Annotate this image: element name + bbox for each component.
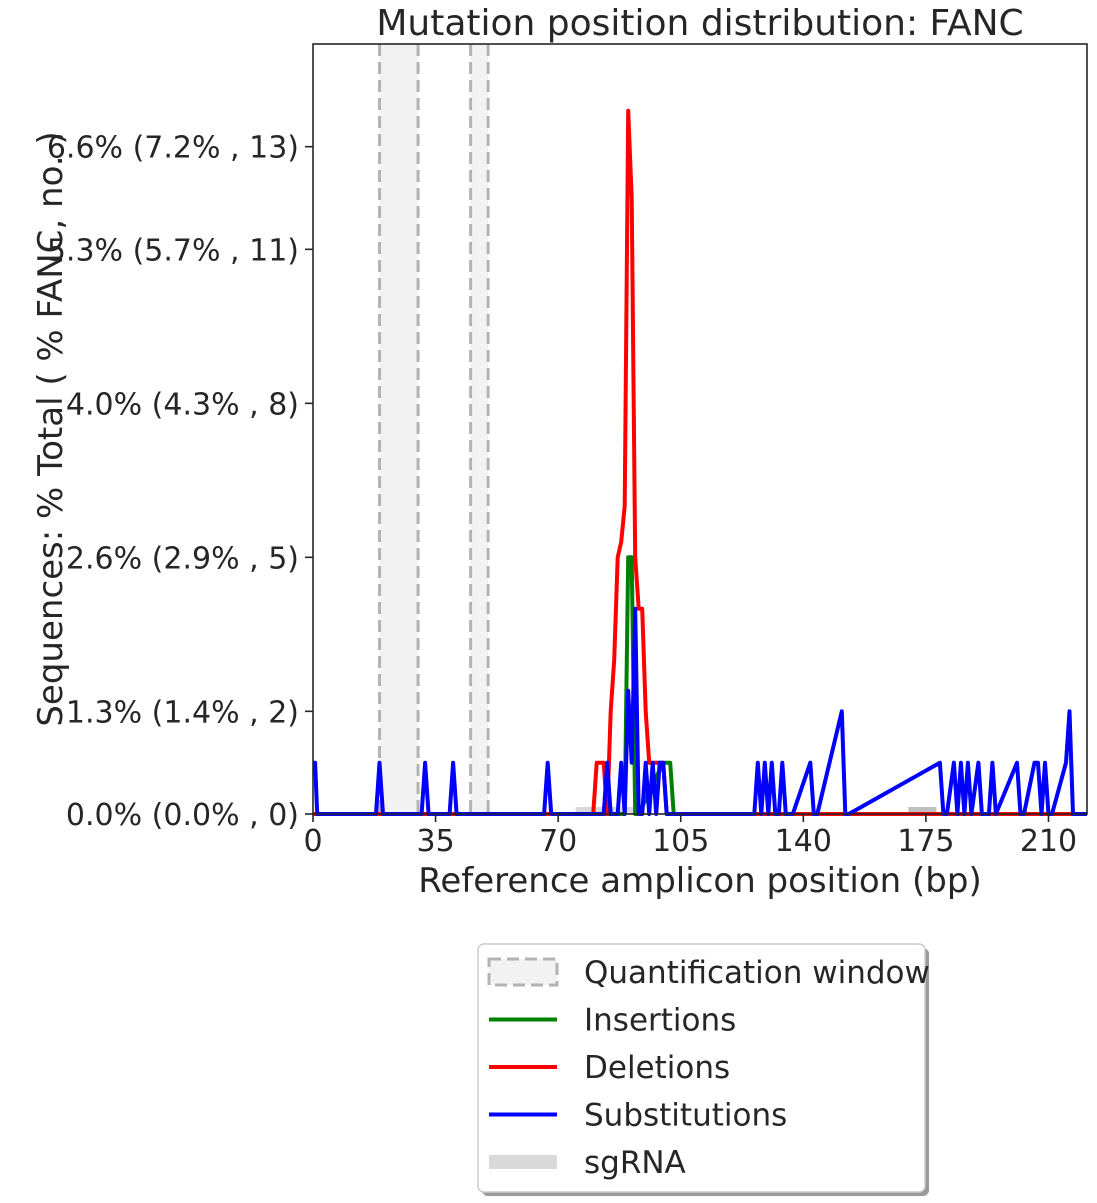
legend-entry-quantification-window: Quantification window bbox=[487, 955, 930, 991]
y-tick-label: 6.6% (7.2% , 13) bbox=[47, 131, 299, 166]
series-line-deletions bbox=[313, 108, 1087, 816]
x-tick-label: 105 bbox=[652, 824, 709, 859]
sgrna-marker-1 bbox=[908, 807, 937, 814]
legend-label: Deletions bbox=[584, 1050, 730, 1086]
legend-swatch-window bbox=[487, 957, 559, 987]
x-tick-label: 35 bbox=[416, 824, 454, 859]
x-axis-label: Reference amplicon position (bp) bbox=[418, 861, 981, 901]
chart-title: Mutation position distribution: FANC bbox=[376, 3, 1023, 44]
legend-entry-sgrna: sgRNA bbox=[489, 1145, 686, 1181]
quantification-window-0 bbox=[379, 44, 419, 814]
y-tick-label: 2.6% (2.9% , 5) bbox=[66, 541, 299, 576]
quantification-windows bbox=[378, 44, 490, 814]
legend-label: Quantification window bbox=[584, 955, 930, 991]
plot-frame bbox=[312, 43, 1088, 815]
y-tick-label: 1.3% (1.4% , 2) bbox=[66, 695, 299, 730]
y-tick-label: 5.3% (5.7% , 11) bbox=[47, 233, 299, 268]
legend: Quantification window Insertions Deletions… bbox=[477, 943, 930, 1196]
y-tick-label: 0.0% (0.0% , 0) bbox=[66, 798, 299, 833]
y-tick-label: 4.0% (4.3% , 8) bbox=[66, 387, 299, 422]
legend-entry-insertions: Insertions bbox=[489, 1003, 736, 1039]
legend-label: sgRNA bbox=[584, 1145, 686, 1181]
legend-box bbox=[477, 943, 926, 1193]
legend-label: Insertions bbox=[584, 1003, 736, 1039]
y-axis-label: Sequences: % Total ( % FANC, no. ) bbox=[31, 131, 71, 726]
legend-entry-substitutions: Substitutions bbox=[489, 1098, 787, 1134]
x-axis-ticks: 0 35 70 105 140 175 210 bbox=[303, 814, 1077, 859]
legend-entries: Quantification window Insertions Deletions… bbox=[487, 955, 930, 1181]
legend-label: Substitutions bbox=[584, 1098, 787, 1134]
x-tick-label: 70 bbox=[539, 824, 577, 859]
series-line-insertions bbox=[313, 555, 1087, 816]
x-tick-label: 210 bbox=[1020, 824, 1077, 859]
legend-swatch-bar bbox=[489, 1155, 557, 1169]
x-tick-label: 175 bbox=[897, 824, 954, 859]
legend-entry-deletions: Deletions bbox=[489, 1050, 730, 1086]
series-lines bbox=[313, 108, 1087, 816]
x-tick-label: 140 bbox=[775, 824, 832, 859]
y-axis-ticks: 0.0% (0.0% , 0) 1.3% (1.4% , 2) 2.6% (2.9%… bbox=[47, 131, 313, 833]
quantification-window-1 bbox=[470, 44, 489, 814]
x-tick-label: 0 bbox=[303, 824, 322, 859]
series-line-substitutions bbox=[313, 606, 1087, 816]
